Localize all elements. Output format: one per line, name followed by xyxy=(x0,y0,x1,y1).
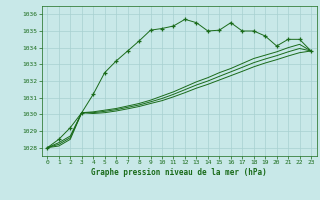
X-axis label: Graphe pression niveau de la mer (hPa): Graphe pression niveau de la mer (hPa) xyxy=(91,168,267,177)
